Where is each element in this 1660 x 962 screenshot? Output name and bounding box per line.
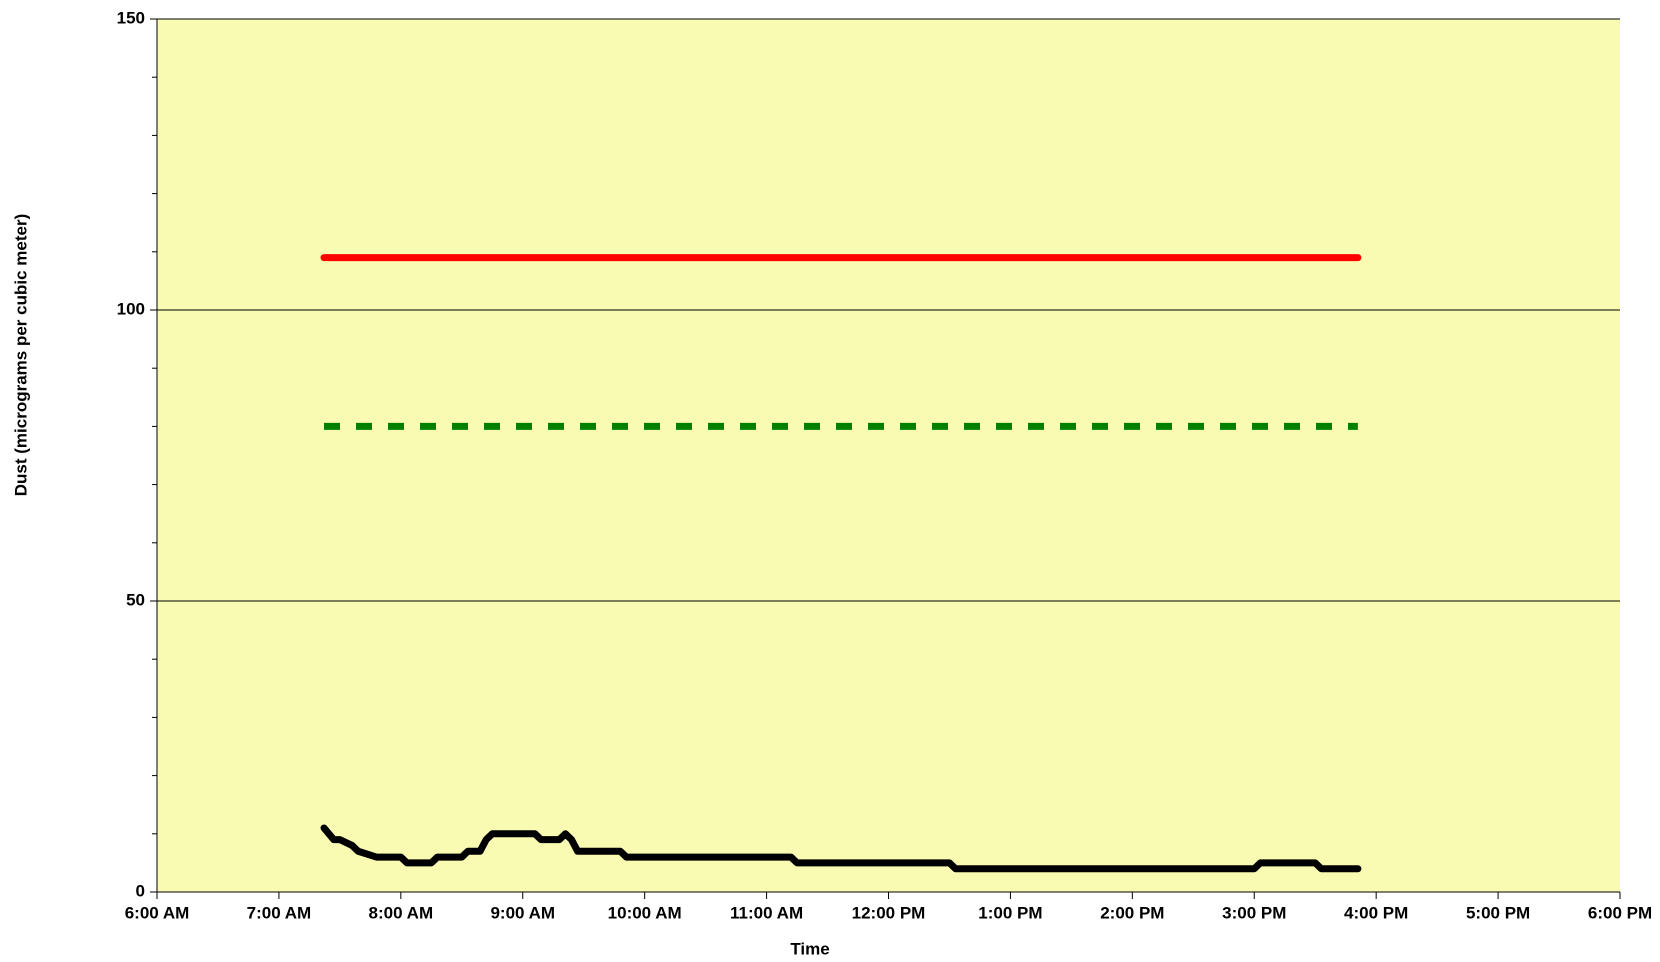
y-tick-label: 0 (136, 881, 145, 900)
x-axis-label: Time (790, 939, 829, 958)
x-tick-label: 3:00 PM (1222, 903, 1286, 922)
y-axis-label: Dust (micrograms per cubic meter) (11, 214, 30, 496)
series-line (320, 824, 1362, 873)
x-tick-label: 7:00 AM (247, 903, 312, 922)
x-tick-label: 10:00 AM (608, 903, 682, 922)
x-tick-label: 12:00 PM (852, 903, 926, 922)
x-tick-label: 1:00 PM (978, 903, 1042, 922)
x-tick-label: 5:00 PM (1466, 903, 1530, 922)
x-tick-label: 8:00 AM (369, 903, 434, 922)
y-tick-label: 100 (117, 299, 145, 318)
y-tick-label: 50 (126, 590, 145, 609)
plot-area (157, 19, 1620, 892)
y-tick-label: 150 (117, 8, 145, 27)
x-tick-label: 9:00 AM (490, 903, 555, 922)
x-tick-label: 2:00 PM (1100, 903, 1164, 922)
x-tick-label: 6:00 AM (125, 903, 190, 922)
x-tick-label: 11:00 AM (730, 903, 803, 922)
x-tick-label: 4:00 PM (1344, 903, 1408, 922)
x-tick-label: 6:00 PM (1588, 903, 1652, 922)
